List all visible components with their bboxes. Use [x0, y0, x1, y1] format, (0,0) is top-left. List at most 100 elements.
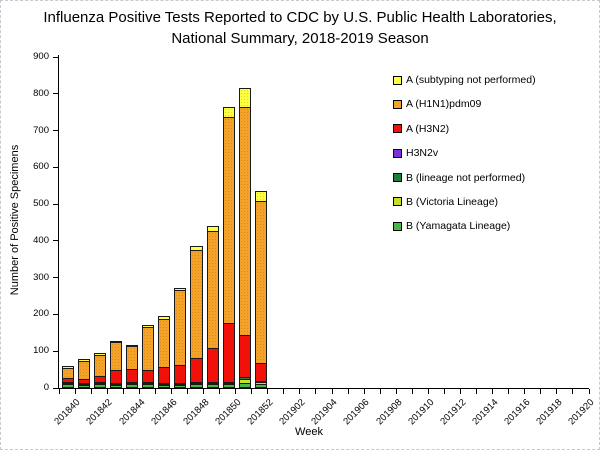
legend-label: H3N2v — [406, 147, 439, 160]
x-tick — [540, 389, 542, 394]
bar-segment — [63, 366, 74, 369]
y-tick-label: 100 — [33, 345, 49, 357]
bar-201843 — [110, 340, 123, 388]
x-tick — [556, 389, 558, 394]
bar-segment — [239, 379, 250, 385]
bar-segment — [175, 365, 186, 384]
x-tick — [283, 389, 285, 394]
legend: A (subtyping not performed) A (H1N1)pdm09… — [393, 74, 536, 245]
legend-item: A (subtyping not performed) — [393, 74, 536, 86]
bar-segment — [127, 385, 138, 387]
y-tick — [53, 277, 58, 279]
x-axis — [58, 388, 589, 389]
x-tick — [170, 389, 172, 394]
y-tick — [53, 93, 58, 95]
x-tick — [58, 389, 60, 394]
x-tick — [235, 389, 237, 394]
x-tick — [90, 389, 92, 394]
x-tick — [267, 389, 269, 394]
bar-segment — [191, 251, 202, 359]
x-tick — [588, 389, 590, 394]
x-tick — [138, 389, 140, 394]
bar-segment — [127, 346, 138, 371]
x-tick — [315, 389, 317, 394]
bar-segment — [63, 383, 74, 385]
legend-item: B (Yamagata Lineage) — [393, 220, 536, 232]
bar-segment — [239, 384, 250, 387]
chart-title-line2: National Summary, 2018-2019 Season — [171, 30, 429, 47]
x-tick — [203, 389, 205, 394]
y-tick-label: 300 — [33, 271, 49, 283]
bar-201841 — [78, 359, 91, 388]
bar-201852 — [254, 191, 267, 388]
bar-segment — [143, 384, 154, 386]
x-tick — [460, 389, 461, 394]
x-tick — [154, 389, 156, 394]
x-tick — [347, 389, 349, 394]
bar-201846 — [158, 316, 171, 388]
bar-segment — [95, 356, 106, 377]
y-tick-label: 200 — [33, 308, 49, 320]
bar-segment — [175, 384, 186, 386]
chart-title-line1: Influenza Positive Tests Reported to CDC… — [43, 9, 557, 26]
bar-segment — [255, 363, 266, 382]
bar-segment — [159, 368, 170, 384]
bar-segment — [223, 117, 234, 325]
legend-item: A (H1N1)pdm09 — [393, 98, 536, 110]
bar-segment — [175, 383, 186, 385]
x-tick — [74, 389, 76, 394]
legend-swatch-icon — [393, 221, 402, 231]
bar-segment — [255, 385, 266, 387]
y-tick — [53, 166, 58, 168]
x-tick — [186, 389, 188, 394]
legend-label: A (H1N1)pdm09 — [406, 98, 482, 111]
y-tick-label: 600 — [33, 161, 49, 173]
legend-swatch-icon — [393, 124, 402, 134]
bar-segment — [207, 385, 218, 387]
x-tick — [219, 389, 221, 394]
bar-201842 — [94, 353, 107, 388]
bar-segment — [239, 335, 250, 378]
bar-segment — [207, 348, 218, 384]
bar-segment — [239, 377, 250, 380]
x-tick — [524, 389, 526, 394]
bar-segment — [255, 192, 266, 203]
bar-segment — [111, 343, 122, 371]
x-tick — [411, 389, 413, 394]
bar-segment — [159, 384, 170, 386]
y-tick-label: 700 — [33, 124, 49, 136]
bar-segment — [223, 107, 234, 118]
y-tick — [53, 240, 58, 242]
bar-segment — [63, 368, 74, 379]
y-axis — [58, 55, 59, 389]
bar-segment — [207, 383, 218, 385]
legend-item: B (Victoria Lineage) — [393, 196, 536, 208]
legend-swatch-icon — [393, 173, 402, 183]
legend-item: A (H3N2) — [393, 123, 536, 135]
bar-segment — [95, 385, 106, 387]
bar-segment — [95, 354, 106, 357]
legend-swatch-icon — [393, 197, 402, 207]
bar-segment — [95, 383, 106, 385]
bar-segment — [143, 385, 154, 387]
bar-segment — [159, 319, 170, 369]
bar-segment — [191, 358, 202, 384]
legend-item: B (lineage not performed) — [393, 172, 536, 184]
y-tick — [53, 350, 58, 352]
bar-segment — [79, 380, 90, 384]
bar-segment — [159, 317, 170, 320]
bar-segment — [127, 384, 138, 386]
bar-segment — [95, 376, 106, 384]
bar-segment — [79, 360, 90, 362]
legend-label: B (Victoria Lineage) — [406, 195, 499, 208]
bar-segment — [63, 378, 74, 384]
legend-label: B (lineage not performed) — [406, 171, 526, 184]
bar-segment — [223, 384, 234, 387]
x-tick — [443, 389, 445, 394]
bar-201848 — [190, 246, 203, 388]
x-tick — [572, 389, 574, 394]
x-tick — [508, 389, 510, 394]
bar-segment — [207, 227, 218, 232]
x-tick — [251, 389, 253, 394]
bar-segment — [143, 327, 154, 372]
